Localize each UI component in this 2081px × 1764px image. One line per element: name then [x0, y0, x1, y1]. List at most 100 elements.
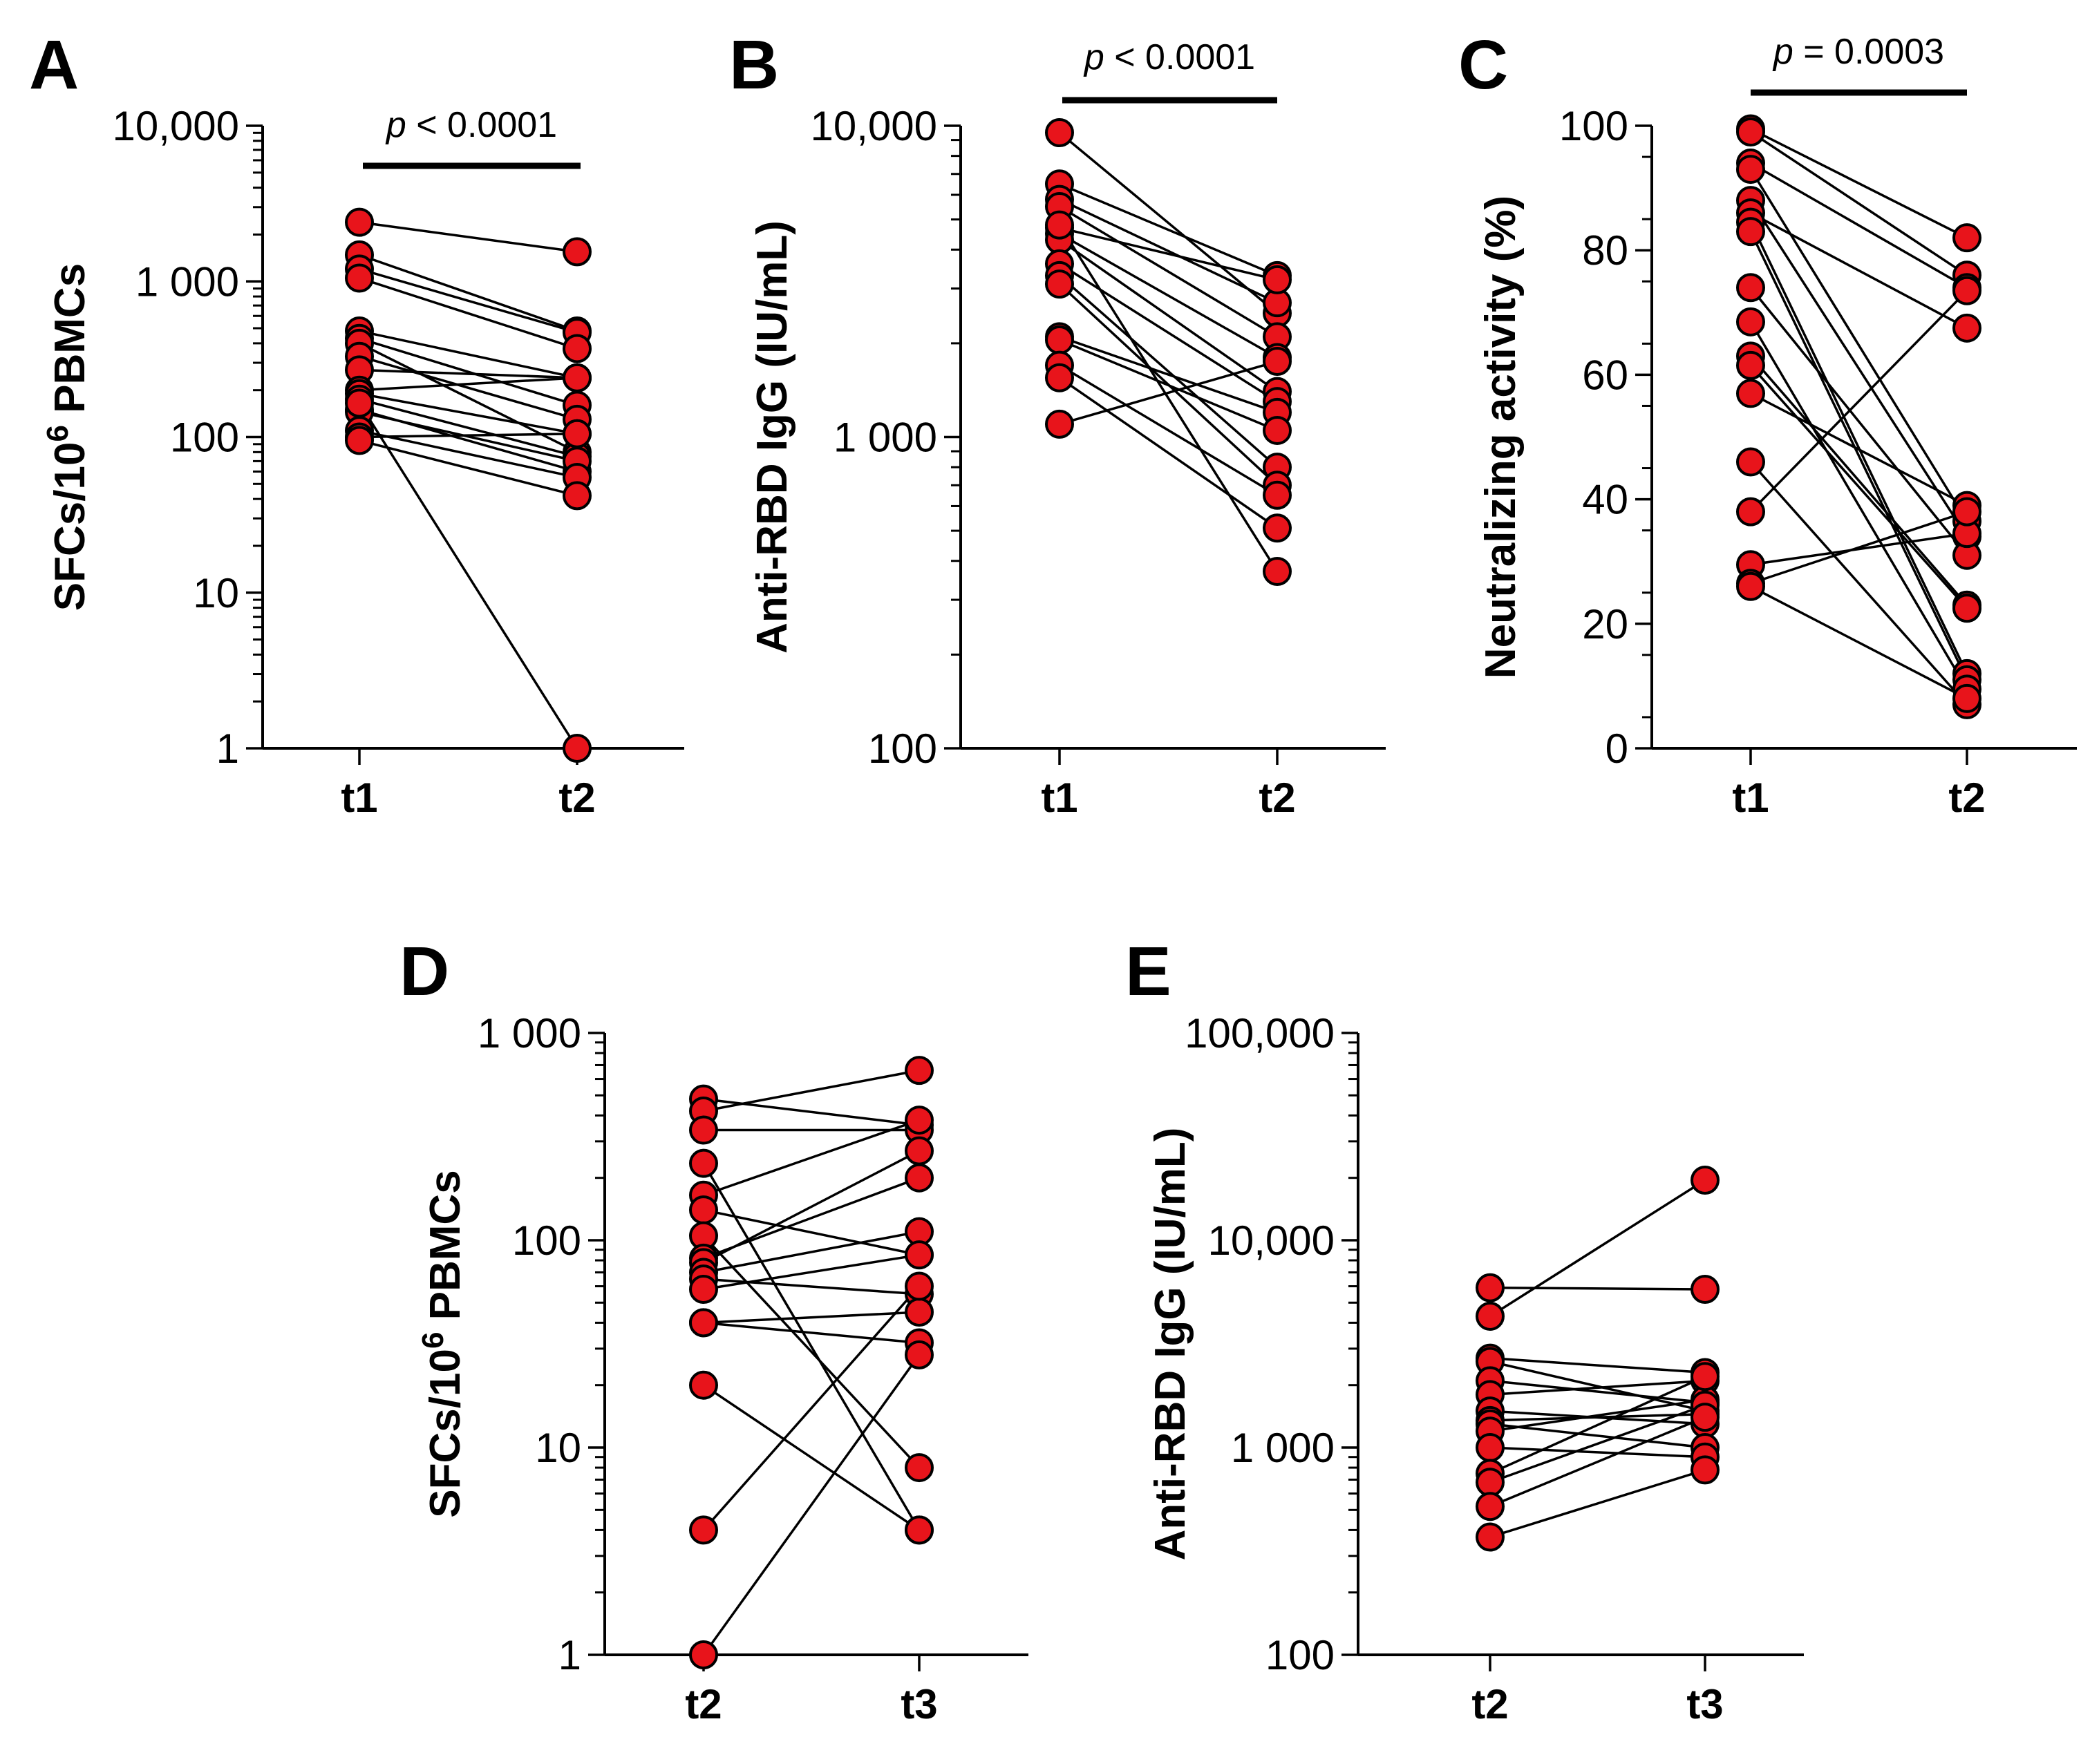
pair-line [359, 432, 578, 439]
pair-line [1059, 364, 1278, 497]
data-point-t3 [1691, 1274, 1720, 1304]
pair-line [359, 254, 578, 332]
y-axis-title-tail: PBMCs [46, 263, 94, 425]
data-point-t1 [1045, 210, 1074, 240]
y-axis-title-main: SFCs/10 [422, 1349, 469, 1518]
data-point-t1 [1736, 350, 1765, 380]
pair-line [1059, 339, 1278, 432]
pair-line [1750, 532, 1968, 566]
data-point-t2 [689, 1148, 718, 1178]
pair-line [1749, 290, 1968, 513]
pair-line [1750, 392, 1968, 507]
x-category-label: t2 [1259, 775, 1295, 821]
data-point-t2 [1476, 1522, 1505, 1552]
pair-line [359, 368, 578, 379]
pair-line [1489, 1404, 1706, 1483]
pair-lines [702, 1069, 921, 1656]
pair-line [1059, 205, 1278, 338]
pair-line [1749, 231, 1968, 681]
data-point-t2 [689, 1515, 718, 1545]
pair-line [1489, 1286, 1706, 1291]
pair-line [703, 1384, 920, 1531]
data-point-t2 [1952, 683, 1981, 713]
pair-line [703, 1150, 920, 1264]
y-tick-label: 1 000 [478, 1010, 581, 1056]
y-tick-label: 10,000 [112, 103, 239, 149]
data-point-t2 [563, 237, 592, 267]
pair-lines [358, 220, 578, 749]
panel-c: 0 20 40 60 80 100 t1 t2 Neutralizing activity (%… [1458, 26, 2077, 821]
x-category-label: t1 [1041, 775, 1077, 821]
pair-line [1059, 198, 1278, 304]
pair-line [359, 377, 578, 392]
p-value-symbol: p [1083, 37, 1104, 77]
pair-line [703, 1321, 920, 1345]
data-point-t2 [563, 734, 592, 763]
y-tick-label: 1 000 [135, 258, 239, 305]
p-value-symbol: p [1772, 32, 1793, 72]
pair-line [359, 220, 578, 254]
data-point-t2 [563, 363, 592, 392]
y-axis-title: Anti-RBD IgG (IU/mL) [748, 220, 796, 654]
data-points [689, 1056, 934, 1669]
y-tick-label: 20 [1582, 601, 1628, 647]
y-tick-label: 80 [1582, 227, 1628, 274]
data-points [1736, 114, 1981, 719]
panel-b: 100 1 000 10,000 t1 t2 Anti-RBD IgG (IU/mL) B p… [729, 26, 1386, 821]
pair-line [1750, 127, 1968, 239]
pair-lines [1749, 127, 1968, 706]
data-point-t2 [1263, 347, 1292, 377]
pair-line [1489, 1446, 1706, 1459]
y-tick-label: 100 [868, 725, 937, 772]
data-point-t1 [1045, 409, 1074, 439]
p-value-text: < 0.0001 [406, 105, 557, 145]
x-category-label: t3 [1686, 1681, 1723, 1727]
data-point-t1 [1736, 307, 1765, 336]
data-point-t2 [1476, 1301, 1505, 1331]
pair-line [359, 337, 578, 407]
pair-line [359, 392, 578, 435]
data-point-t2 [689, 1640, 718, 1669]
data-point-t3 [905, 1271, 934, 1301]
y-tick-label: 100,000 [1185, 1010, 1335, 1056]
pair-line [702, 1162, 921, 1531]
data-point-t2 [689, 1195, 718, 1225]
pair-line [1489, 1360, 1706, 1412]
pair-line [1749, 461, 1968, 706]
pair-line [1059, 227, 1278, 281]
p-value-symbol: p [385, 105, 406, 145]
data-point-t2 [689, 1115, 718, 1145]
data-point-t1 [1045, 363, 1074, 392]
pair-line [703, 1119, 920, 1197]
y-tick-label: 100 [170, 415, 239, 461]
pair-line [1059, 377, 1278, 529]
pair-line [1750, 131, 1968, 276]
y-tick-label: 1 [216, 725, 239, 772]
p-value-text: = 0.0003 [1793, 32, 1944, 72]
data-point-t1 [345, 263, 374, 293]
data-point-t2 [563, 334, 592, 363]
panel-letter: E [1125, 933, 1171, 1010]
data-point-t2 [1952, 594, 1981, 623]
pair-line [703, 1208, 920, 1256]
pair-line [1749, 221, 1968, 674]
data-point-t1 [1045, 325, 1074, 355]
y-axis-title-superscript: 6 [41, 425, 75, 442]
pair-line [702, 1285, 921, 1531]
pair-line [703, 1069, 920, 1112]
p-value-label: p < 0.0001 [385, 105, 557, 145]
data-point-t2 [563, 481, 592, 511]
pair-line [1489, 1398, 1706, 1432]
y-tick-label: 10 [535, 1425, 581, 1471]
pair-line [1059, 182, 1278, 277]
data-point-t1 [1736, 379, 1765, 408]
y-axis-title-main: Anti-RBD IgG (IU/mL) [748, 220, 796, 654]
data-point-t1 [1736, 273, 1765, 303]
data-point-t2 [1476, 1492, 1505, 1521]
pair-line [359, 276, 578, 350]
data-point-t3 [905, 1240, 934, 1270]
data-point-t2 [1263, 265, 1292, 294]
pair-line [1749, 364, 1968, 609]
pair-line [1489, 1375, 1706, 1475]
